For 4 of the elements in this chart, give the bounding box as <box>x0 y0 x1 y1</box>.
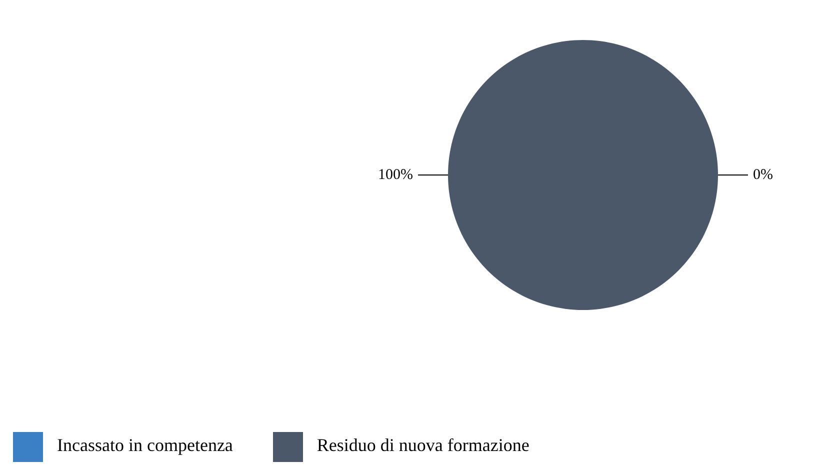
data-label: 100% <box>378 167 413 183</box>
legend-label: Residuo di nuova formazione <box>316 435 530 456</box>
text: 0% <box>753 167 773 183</box>
legend-label: Incassato in competenza <box>57 435 233 456</box>
